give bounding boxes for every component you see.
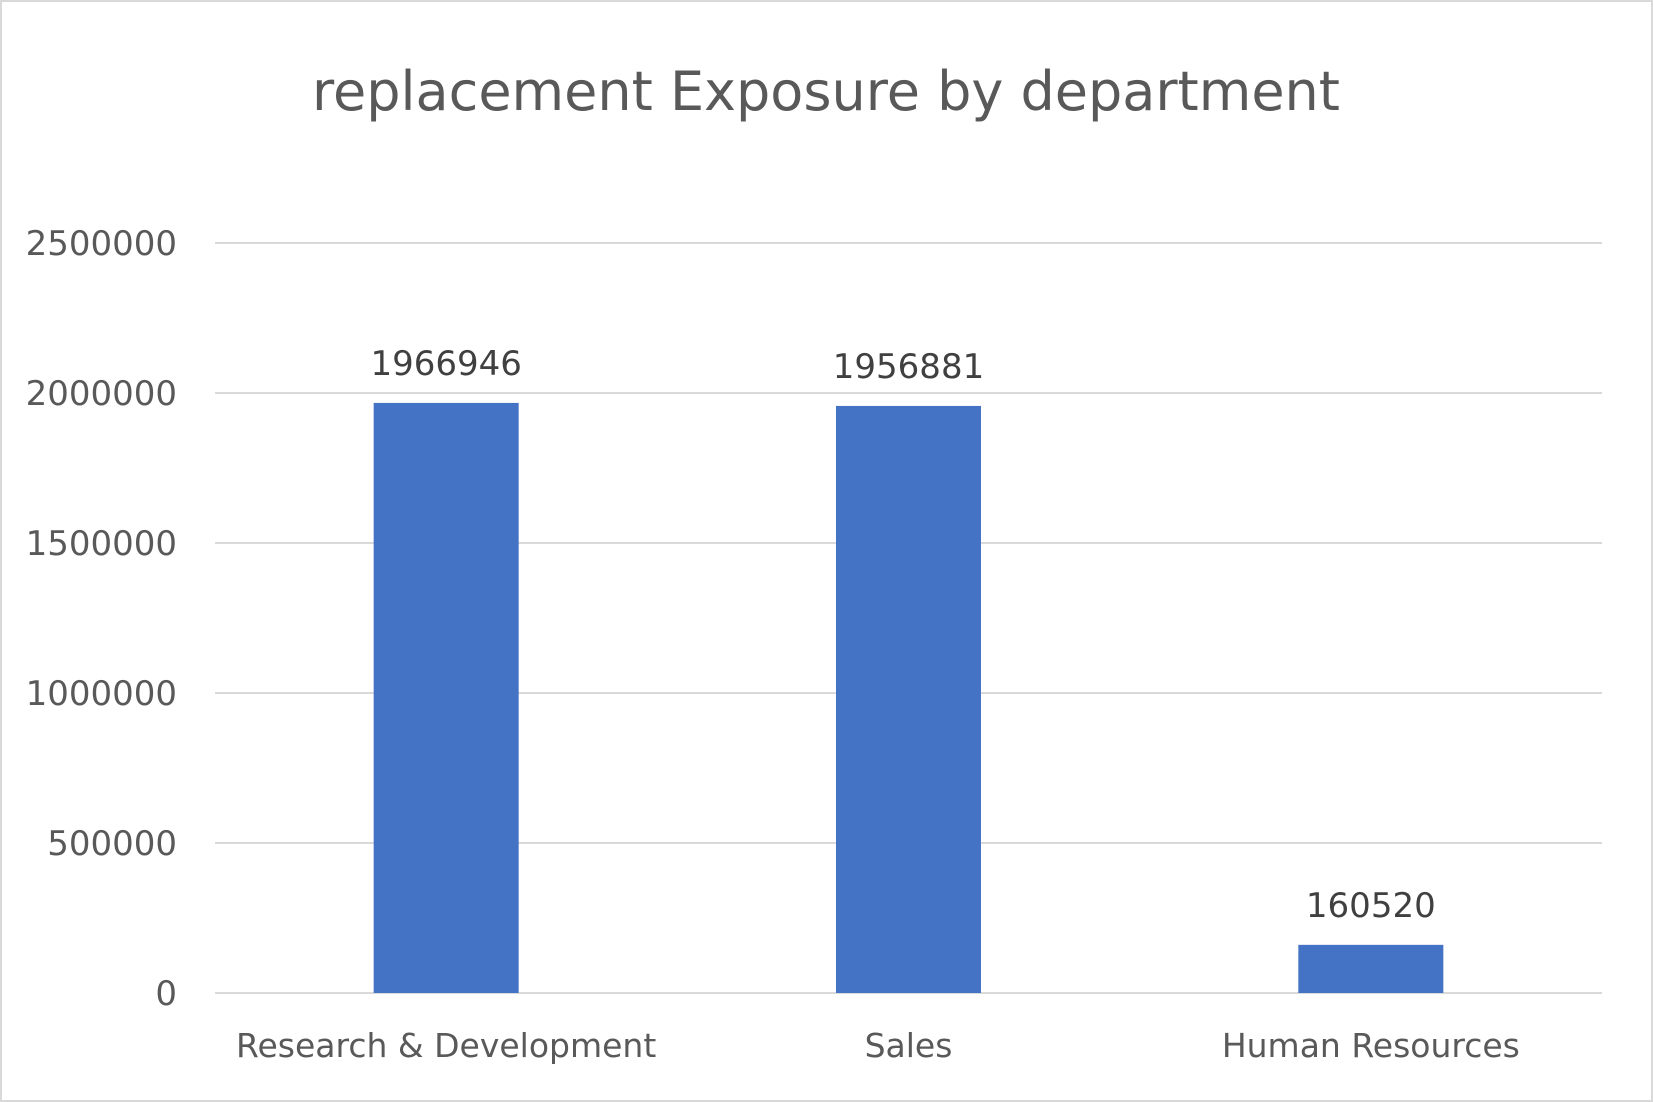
data-label: 1956881 <box>833 347 984 387</box>
x-axis-category-labels: Research & Development Sales Human Resourc… <box>236 1026 1520 1065</box>
data-label: 160520 <box>1306 886 1436 926</box>
chart-title: replacement Exposure by department <box>312 60 1340 123</box>
bar <box>373 402 519 993</box>
x-category-label: Human Resources <box>1222 1026 1520 1065</box>
bar <box>836 405 981 994</box>
y-tick-label: 2500000 <box>26 224 177 264</box>
x-category-label: Research & Development <box>236 1026 656 1065</box>
y-tick-label: 2000000 <box>26 374 177 414</box>
y-tick-label: 1000000 <box>26 674 177 714</box>
bars <box>373 402 1444 994</box>
data-label: 1966946 <box>370 344 521 384</box>
bar <box>1298 944 1444 993</box>
y-tick-label: 1500000 <box>26 524 177 564</box>
data-labels: 1966946 1956881 160520 <box>370 344 1435 926</box>
y-tick-label: 500000 <box>47 824 177 864</box>
x-category-label: Sales <box>865 1026 953 1065</box>
y-axis-tick-labels: 0 500000 1000000 1500000 2000000 2500000 <box>26 224 177 1014</box>
y-tick-label: 0 <box>155 974 177 1014</box>
